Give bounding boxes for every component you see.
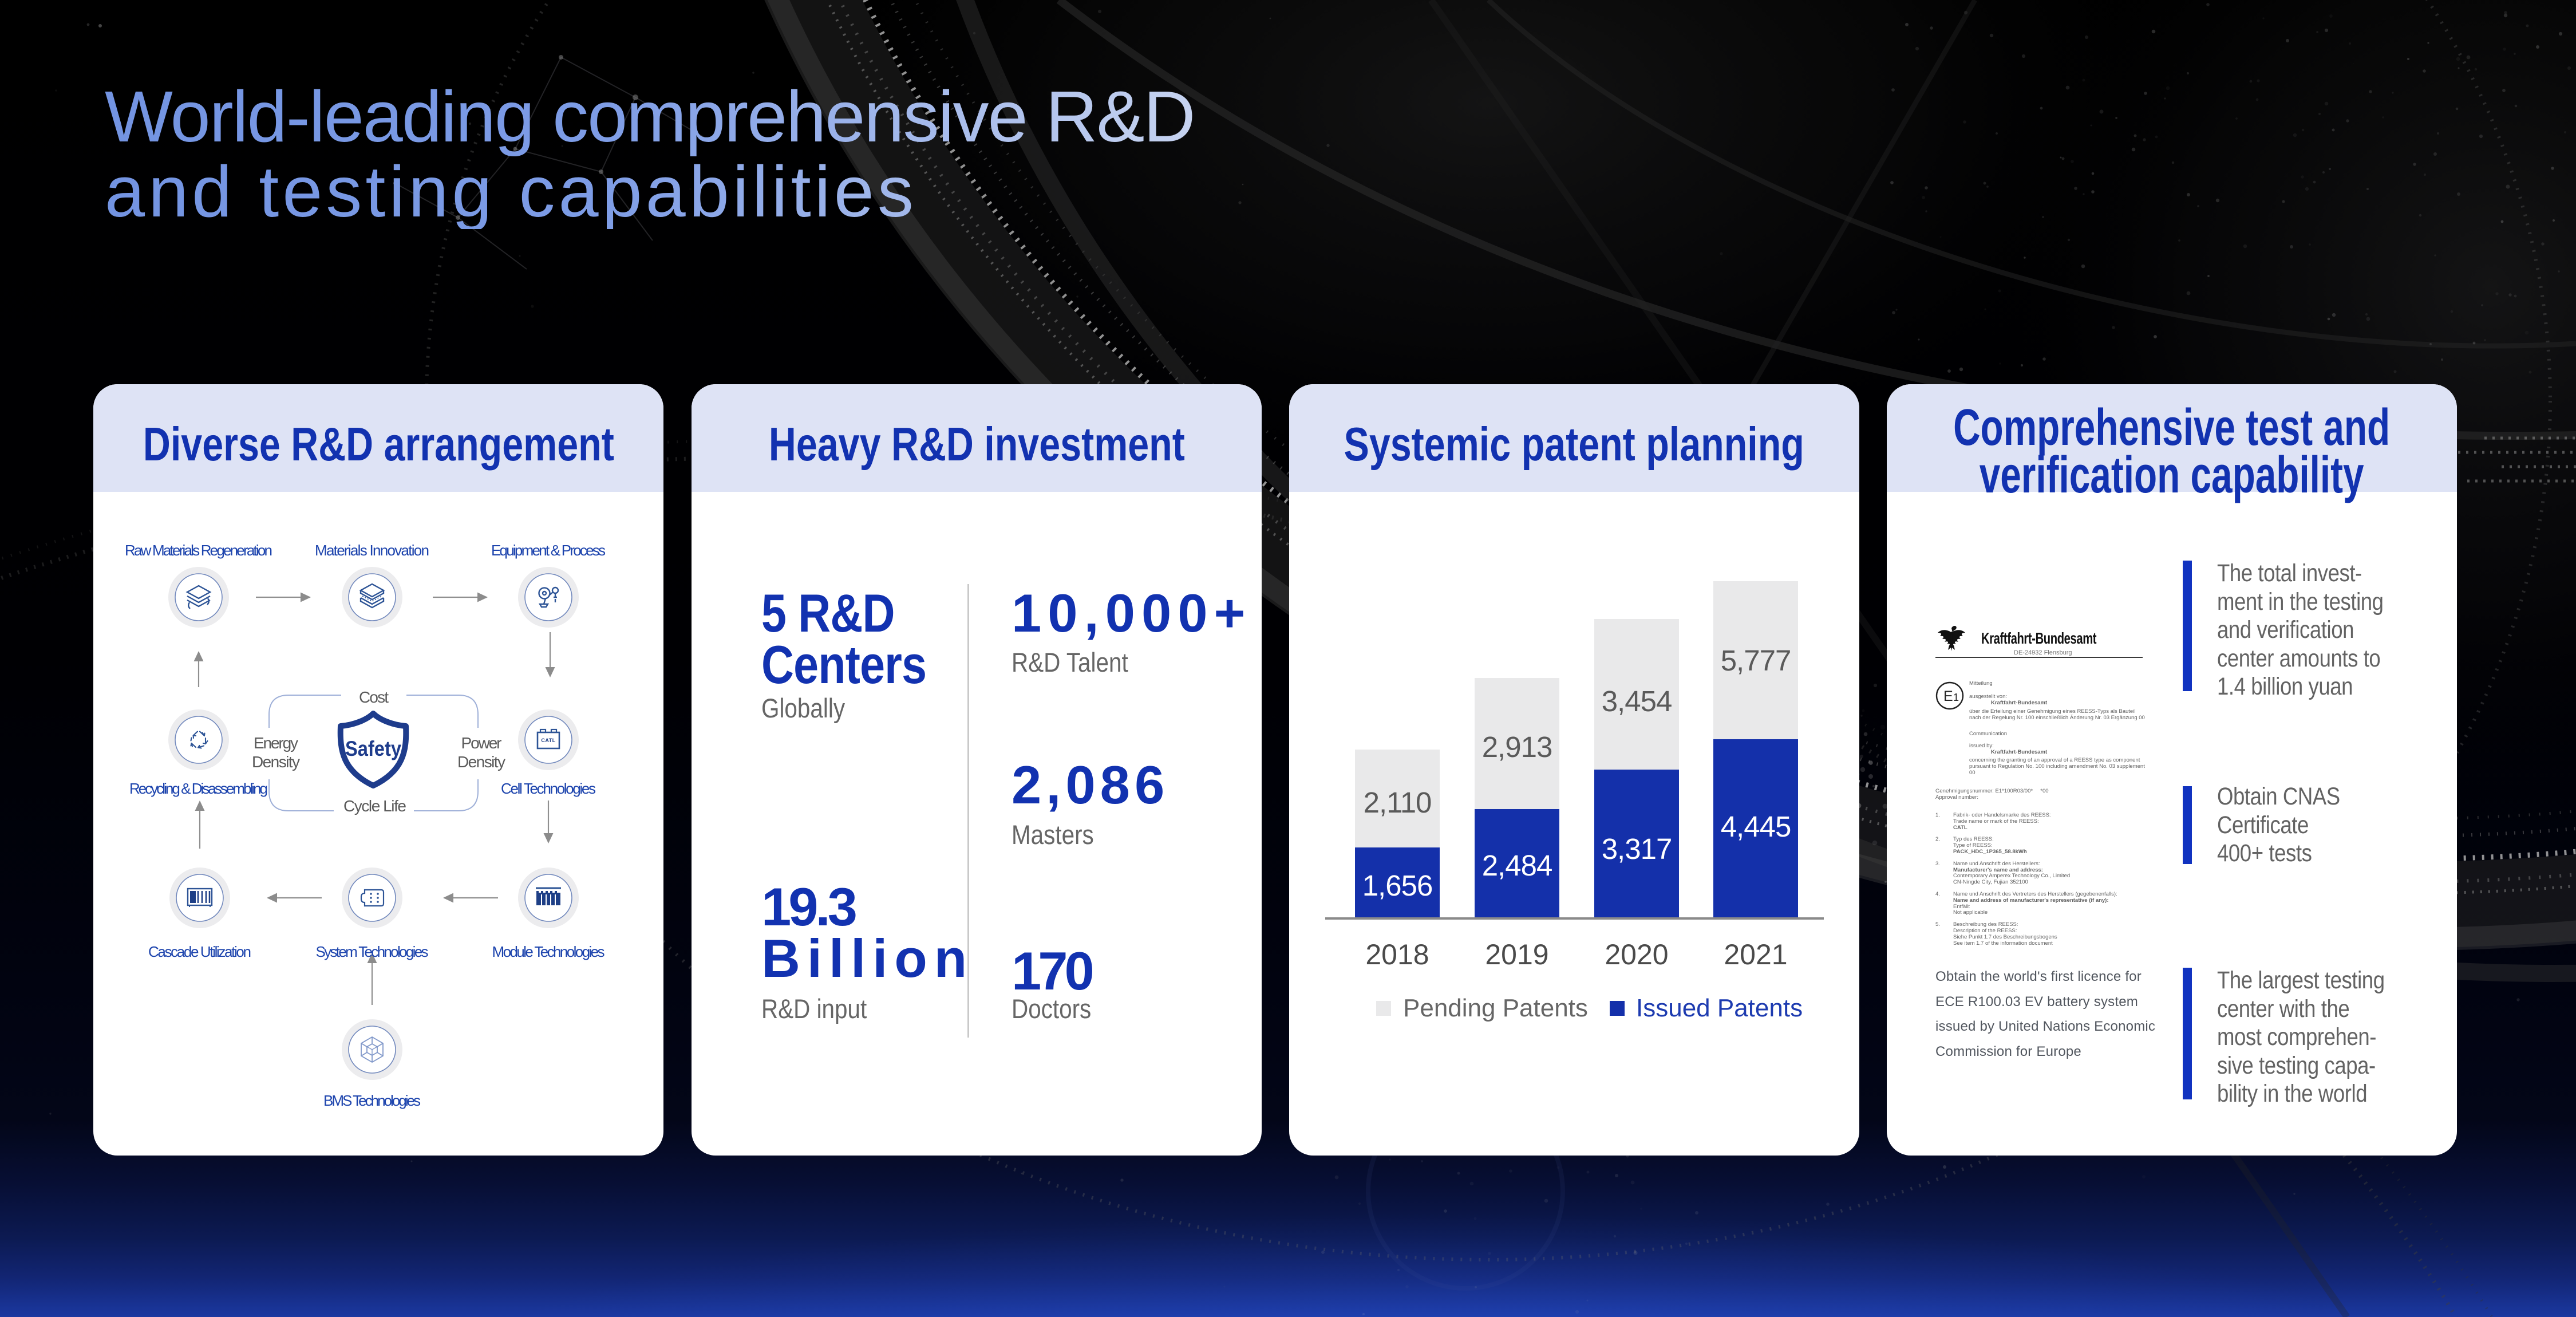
svg-text:Cost: Cost bbox=[359, 688, 389, 706]
svg-text:Density: Density bbox=[252, 753, 300, 771]
svg-text:Cell Technologies: Cell Technologies bbox=[501, 780, 596, 797]
svg-text:Raw Materials Regeneration: Raw Materials Regeneration bbox=[125, 542, 272, 559]
svg-text:Energy: Energy bbox=[254, 734, 298, 752]
svg-text:System Technologies: System Technologies bbox=[316, 943, 429, 960]
svg-text:Recycling & Disassembling: Recycling & Disassembling bbox=[129, 780, 268, 797]
svg-text:CATL: CATL bbox=[541, 738, 555, 743]
svg-text:Safety: Safety bbox=[345, 737, 401, 760]
svg-text:1: 1 bbox=[1953, 692, 1959, 703]
svg-text:Equipment & Process: Equipment & Process bbox=[491, 542, 606, 559]
svg-text:E: E bbox=[1943, 688, 1953, 704]
svg-text:Cascade Utilization: Cascade Utilization bbox=[148, 943, 251, 960]
svg-text:Power: Power bbox=[461, 734, 502, 752]
svg-text:Module Technologies: Module Technologies bbox=[492, 943, 605, 960]
svg-text:Cycle Life: Cycle Life bbox=[343, 797, 406, 815]
svg-text:Density: Density bbox=[457, 753, 505, 771]
svg-text:Materials Innovation: Materials Innovation bbox=[315, 542, 429, 559]
svg-text:BMS Technologies: BMS Technologies bbox=[323, 1092, 421, 1109]
